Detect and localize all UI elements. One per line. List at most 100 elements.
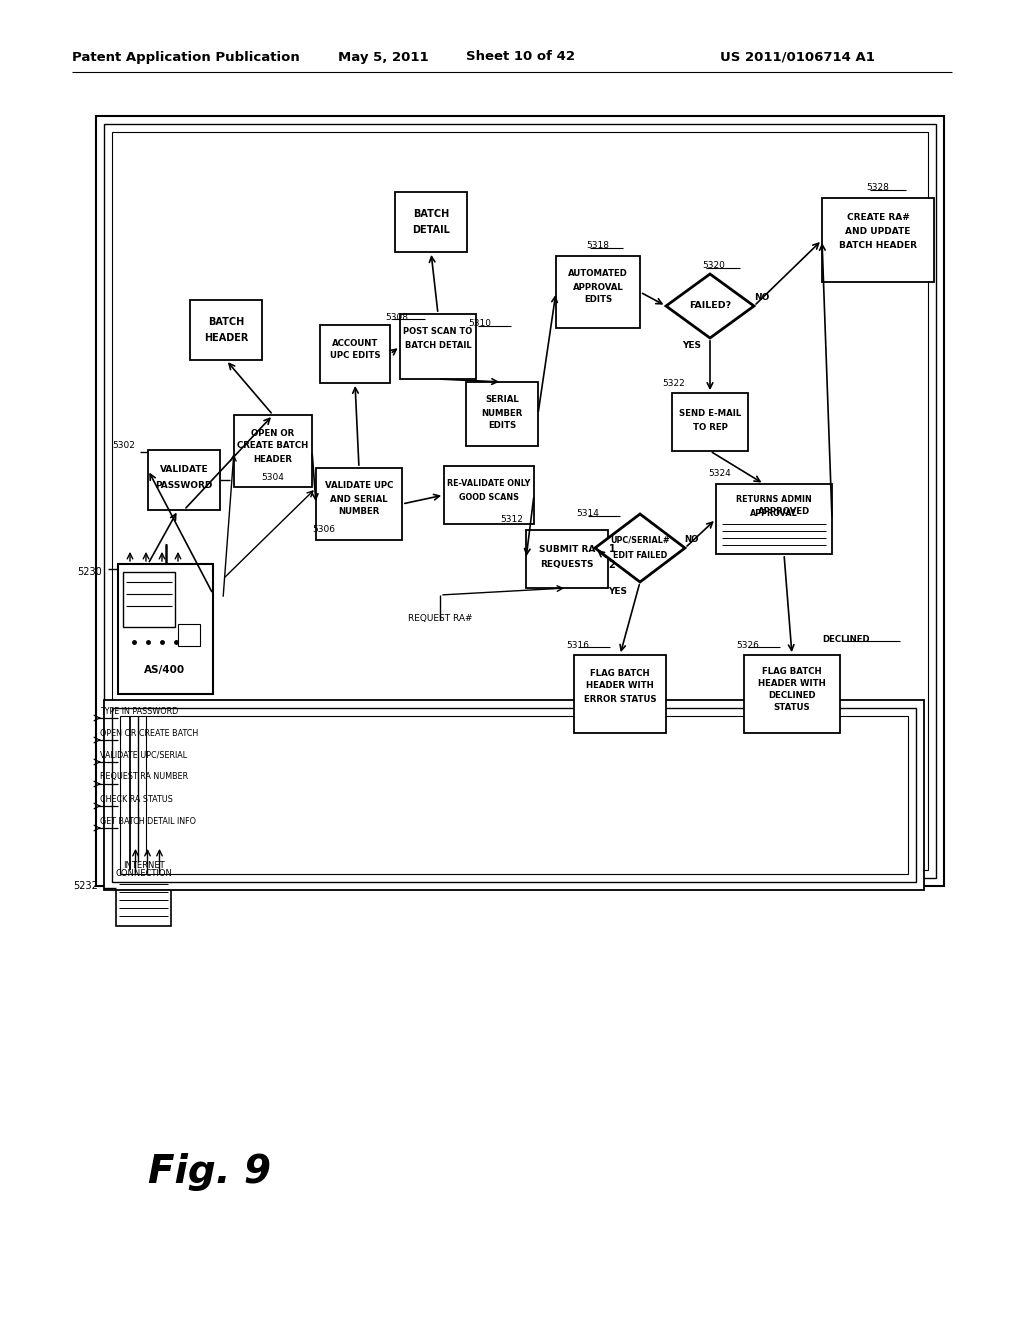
Text: TO REP: TO REP	[692, 422, 727, 432]
Text: SEND E-MAIL: SEND E-MAIL	[679, 408, 741, 417]
Text: PASSWORD: PASSWORD	[156, 480, 213, 490]
Bar	[444, 466, 534, 524]
Text: 5328: 5328	[866, 183, 890, 193]
Text: 5302: 5302	[113, 441, 135, 450]
Text: SERIAL: SERIAL	[485, 396, 519, 404]
Text: 5232: 5232	[74, 880, 98, 891]
Text: UPC/SERIAL#: UPC/SERIAL#	[610, 536, 670, 544]
Text: 5306: 5306	[312, 525, 336, 535]
Text: GET BATCH DETAIL INFO: GET BATCH DETAIL INFO	[100, 817, 196, 825]
Text: CHECK RA STATUS: CHECK RA STATUS	[100, 795, 173, 804]
Text: GOOD SCANS: GOOD SCANS	[459, 492, 519, 502]
Text: AS/400: AS/400	[144, 665, 185, 675]
Bar	[395, 191, 467, 252]
Bar	[178, 624, 200, 645]
Text: 5324: 5324	[709, 470, 731, 479]
Text: POST SCAN TO: POST SCAN TO	[403, 327, 473, 337]
Text: DETAIL: DETAIL	[412, 224, 450, 235]
Text: 1: 1	[608, 544, 615, 554]
Bar	[148, 450, 220, 510]
Text: BATCH HEADER: BATCH HEADER	[839, 242, 918, 251]
Text: CONNECTION: CONNECTION	[115, 870, 172, 879]
Text: DECLINED: DECLINED	[768, 690, 816, 700]
Text: SUBMIT RA: SUBMIT RA	[539, 545, 595, 554]
Bar	[104, 124, 936, 878]
Text: EDITS: EDITS	[487, 421, 516, 430]
Text: CREATE BATCH: CREATE BATCH	[238, 441, 308, 450]
Bar	[104, 700, 924, 890]
Text: HEADER: HEADER	[254, 454, 293, 463]
Text: VALIDATE UPC: VALIDATE UPC	[325, 482, 393, 491]
Bar	[120, 715, 908, 874]
Bar	[556, 256, 640, 327]
Text: UPC EDITS: UPC EDITS	[330, 351, 380, 360]
Text: 2: 2	[608, 560, 615, 570]
Text: BATCH: BATCH	[208, 317, 244, 327]
Text: BATCH DETAIL: BATCH DETAIL	[404, 341, 471, 350]
Text: 5326: 5326	[736, 640, 760, 649]
Text: Patent Application Publication: Patent Application Publication	[72, 50, 300, 63]
Text: APPROVED: APPROVED	[758, 507, 810, 516]
Text: REQUEST RA NUMBER: REQUEST RA NUMBER	[100, 772, 188, 781]
Bar	[744, 655, 840, 733]
Text: 5320: 5320	[702, 261, 725, 271]
Text: INTERNET: INTERNET	[123, 862, 164, 870]
Text: AUTOMATED: AUTOMATED	[568, 269, 628, 279]
Text: Fig. 9: Fig. 9	[148, 1152, 271, 1191]
Text: EDITS: EDITS	[584, 296, 612, 305]
Bar	[112, 708, 916, 882]
Text: VALIDATE: VALIDATE	[160, 466, 208, 474]
Bar	[116, 876, 171, 927]
Text: APPROVAL: APPROVAL	[751, 508, 798, 517]
Text: OPEN OR CREATE BATCH: OPEN OR CREATE BATCH	[100, 729, 199, 738]
Text: 5322: 5322	[663, 379, 685, 388]
Bar	[118, 564, 213, 694]
Text: YES: YES	[608, 587, 628, 597]
Text: REQUEST RA#: REQUEST RA#	[408, 614, 472, 623]
Bar	[526, 531, 608, 587]
Text: CREATE RA#: CREATE RA#	[847, 214, 909, 223]
Text: OPEN OR: OPEN OR	[251, 429, 295, 437]
Text: HEADER WITH: HEADER WITH	[758, 678, 826, 688]
Text: 5310: 5310	[469, 319, 492, 329]
Text: NUMBER: NUMBER	[481, 408, 522, 417]
Bar	[316, 469, 402, 540]
Polygon shape	[595, 513, 685, 582]
Text: HEADER: HEADER	[204, 333, 248, 343]
Text: AND UPDATE: AND UPDATE	[846, 227, 910, 236]
Text: NO: NO	[755, 293, 770, 302]
Text: NUMBER: NUMBER	[338, 507, 380, 516]
Text: APPROVAL: APPROVAL	[572, 282, 624, 292]
Text: 5230: 5230	[78, 568, 102, 577]
Bar	[112, 132, 928, 870]
Text: FAILED?: FAILED?	[689, 301, 731, 310]
Bar	[400, 314, 476, 379]
Text: FLAG BATCH: FLAG BATCH	[762, 667, 822, 676]
Bar	[672, 393, 748, 451]
Bar	[466, 381, 538, 446]
Text: 5304: 5304	[261, 473, 285, 482]
Bar	[716, 484, 831, 554]
Text: EDIT FAILED: EDIT FAILED	[613, 552, 667, 561]
Text: STATUS: STATUS	[773, 702, 810, 711]
Bar	[574, 655, 666, 733]
Bar	[822, 198, 934, 282]
Text: ERROR STATUS: ERROR STATUS	[584, 694, 656, 704]
Text: FLAG BATCH: FLAG BATCH	[590, 668, 650, 677]
Text: RETURNS ADMIN: RETURNS ADMIN	[736, 495, 812, 504]
Text: 5316: 5316	[566, 640, 590, 649]
Bar	[96, 116, 944, 886]
Text: BATCH: BATCH	[413, 209, 450, 219]
Polygon shape	[666, 275, 754, 338]
Text: TYPE IN PASSWORD: TYPE IN PASSWORD	[100, 706, 178, 715]
Bar	[234, 414, 312, 487]
Text: VALIDATE UPC/SERIAL: VALIDATE UPC/SERIAL	[100, 751, 187, 759]
Text: US 2011/0106714 A1: US 2011/0106714 A1	[720, 50, 874, 63]
Text: RE-VALIDATE ONLY: RE-VALIDATE ONLY	[447, 479, 530, 488]
Text: HEADER WITH: HEADER WITH	[586, 681, 654, 690]
Text: AND SERIAL: AND SERIAL	[330, 495, 388, 503]
Text: 5312: 5312	[501, 516, 523, 524]
Text: REQUESTS: REQUESTS	[541, 560, 594, 569]
Bar	[123, 572, 175, 627]
Text: 5318: 5318	[587, 242, 609, 251]
